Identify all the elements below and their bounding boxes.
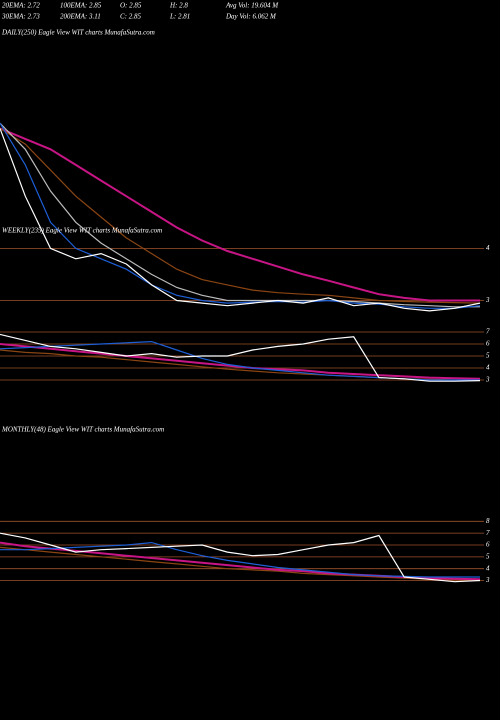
- stat-label: 200EMA: 3.11: [60, 13, 101, 21]
- y-tick-label: 3: [485, 376, 490, 384]
- panel-title: WEEKLY(235) Eagle View WIT charts Munafa…: [2, 227, 162, 235]
- series-line: [0, 128, 481, 312]
- y-tick-label: 3: [485, 296, 490, 304]
- stat-label: Day Vol: 6.062 M: [225, 13, 277, 21]
- y-tick-label: 4: [486, 244, 490, 252]
- stat-label: C: 2.85: [120, 13, 142, 21]
- stat-label: 20EMA: 2.72: [2, 2, 40, 10]
- stat-label: 30EMA: 2.73: [1, 13, 40, 21]
- y-tick-label: 6: [486, 340, 490, 348]
- series-line: [0, 541, 480, 578]
- stat-label: H: 2.8: [169, 2, 188, 10]
- y-tick-label: 5: [486, 552, 490, 560]
- panel-title: DAILY(250) Eagle View WIT charts MunafaS…: [1, 29, 155, 37]
- y-tick-label: 7: [486, 328, 490, 336]
- y-tick-label: 6: [486, 541, 490, 549]
- series-line: [0, 343, 481, 380]
- series-line: [0, 122, 481, 309]
- series-line: [0, 127, 481, 304]
- y-tick-label: 3: [485, 576, 490, 584]
- series-line: [0, 340, 480, 381]
- stat-label: O: 2.85: [120, 2, 142, 10]
- series-line: [0, 546, 481, 582]
- series-line: [0, 333, 481, 382]
- stat-label: 100EMA: 2.85: [60, 2, 102, 10]
- y-tick-label: 4: [486, 564, 490, 572]
- y-tick-label: 8: [486, 517, 490, 525]
- stat-label: Avg Vol: 19.604 M: [225, 2, 279, 10]
- series-line: [0, 122, 480, 308]
- panel-title: MONTHLY(48) Eagle View WIT charts Munafa…: [1, 426, 164, 434]
- stat-label: L: 2.81: [169, 13, 190, 21]
- y-tick-label: 4: [486, 364, 490, 372]
- series-line: [0, 127, 480, 302]
- series-line: [0, 532, 481, 583]
- series-line: [0, 349, 480, 381]
- y-tick-label: 7: [486, 529, 490, 537]
- y-tick-label: 5: [486, 352, 490, 360]
